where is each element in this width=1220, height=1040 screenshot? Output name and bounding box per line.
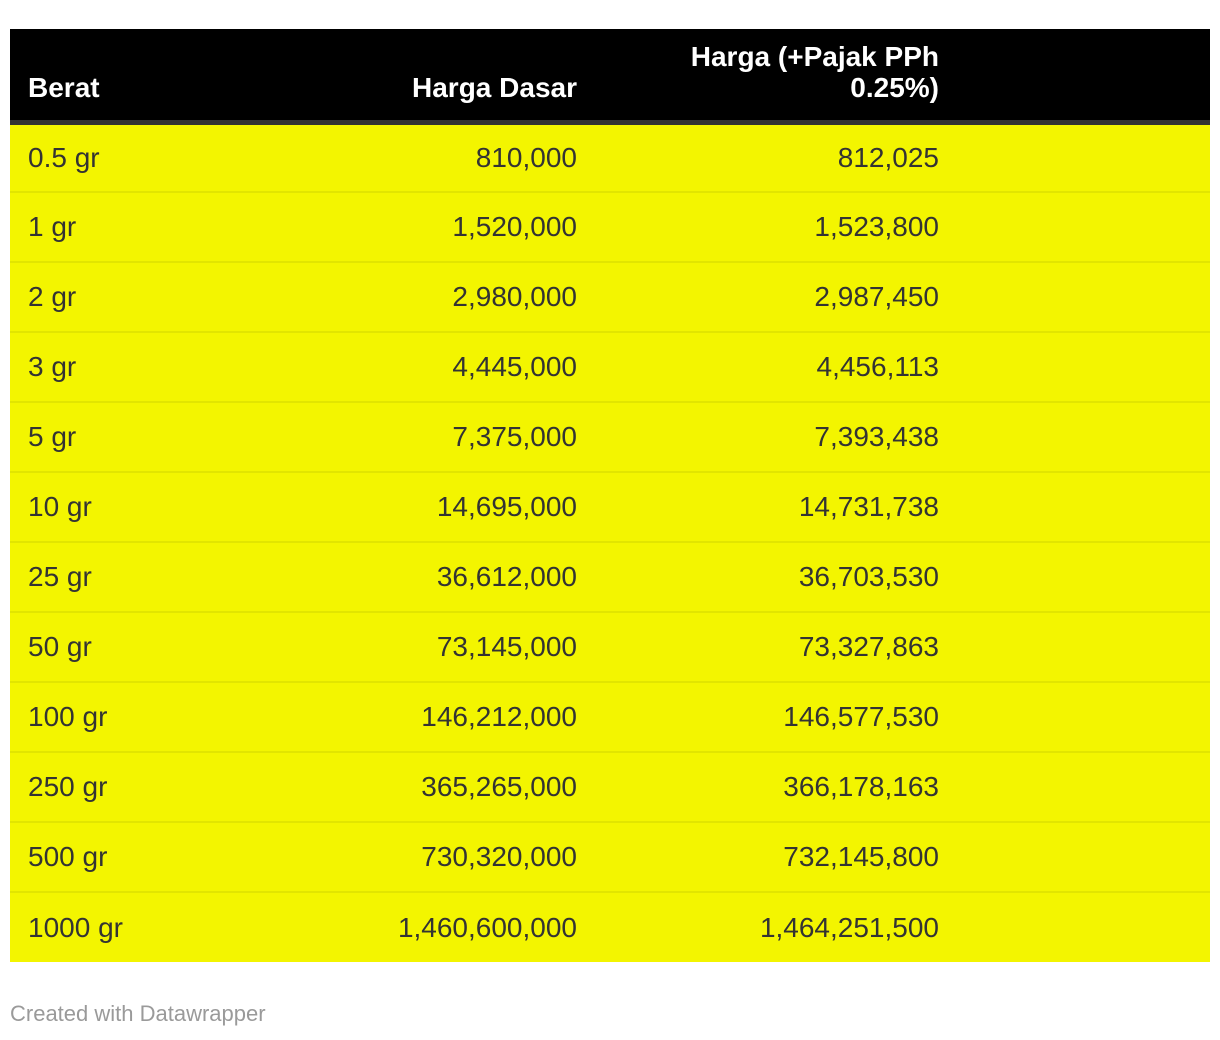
cell-harga-pajak: 732,145,800 xyxy=(577,821,939,892)
cell-harga-dasar: 7,375,000 xyxy=(260,401,577,472)
cell-filler xyxy=(939,331,1210,402)
table-row: 1 gr 1,520,000 1,523,800 xyxy=(10,191,1210,262)
cell-berat: 10 gr xyxy=(10,471,260,542)
column-header-filler xyxy=(939,29,1210,125)
table-row: 0.5 gr 810,000 812,025 xyxy=(10,122,1210,192)
column-header-harga-pajak: Harga (+Pajak PPh 0.25%) xyxy=(577,29,939,125)
table-row: 500 gr 730,320,000 732,145,800 xyxy=(10,821,1210,892)
cell-harga-dasar: 73,145,000 xyxy=(260,611,577,682)
cell-berat: 25 gr xyxy=(10,541,260,612)
cell-filler xyxy=(939,541,1210,612)
table-header: Berat Harga Dasar Harga (+Pajak PPh 0.25… xyxy=(10,29,1210,125)
table-row: 50 gr 73,145,000 73,327,863 xyxy=(10,611,1210,682)
cell-harga-dasar: 365,265,000 xyxy=(260,751,577,822)
cell-harga-dasar: 810,000 xyxy=(475,141,577,173)
cell-harga-pajak: 366,178,163 xyxy=(577,751,939,822)
table-row: 10 gr 14,695,000 14,731,738 xyxy=(10,471,1210,542)
cell-harga-pajak: 1,464,251,500 xyxy=(577,891,939,962)
cell-filler xyxy=(939,401,1210,472)
cell-berat: 2 gr xyxy=(10,261,260,332)
table-body: 0.5 gr 810,000 812,025 1 gr 1,520,000 1,523,8… xyxy=(10,122,1210,962)
cell-harga-pajak: 1,523,800 xyxy=(577,191,939,262)
cell-harga-dasar: 4,445,000 xyxy=(260,331,577,402)
column-header-berat: Berat xyxy=(10,29,260,125)
credit-text: Created with Datawrapper xyxy=(10,1001,266,1026)
cell-harga-dasar: 1,520,000 xyxy=(260,191,577,262)
column-header-harga-dasar: Harga Dasar xyxy=(260,29,577,125)
table-row: 1000 gr 1,460,600,000 1,464,251,500 xyxy=(10,891,1210,962)
price-table: Berat Harga Dasar Harga (+Pajak PPh 0.25… xyxy=(10,29,1210,962)
cell-filler xyxy=(939,471,1210,542)
header-row: Berat Harga Dasar Harga (+Pajak PPh 0.25… xyxy=(10,29,1210,125)
cell-harga-pajak: 73,327,863 xyxy=(577,611,939,682)
cell-berat: 0.5 gr xyxy=(28,141,100,173)
cell-harga-pajak: 4,456,113 xyxy=(577,331,939,402)
cell-berat: 5 gr xyxy=(10,401,260,472)
cell-filler xyxy=(939,122,1210,192)
cell-filler xyxy=(939,891,1210,962)
cell-harga-dasar: 2,980,000 xyxy=(260,261,577,332)
cell-filler xyxy=(939,681,1210,752)
cell-filler xyxy=(939,611,1210,682)
table-row: 25 gr 36,612,000 36,703,530 xyxy=(10,541,1210,612)
table-row: 250 gr 365,265,000 366,178,163 xyxy=(10,751,1210,822)
table-row: 3 gr 4,445,000 4,456,113 xyxy=(10,331,1210,402)
cell-filler xyxy=(939,261,1210,332)
cell-berat: 3 gr xyxy=(10,331,260,402)
cell-berat: 1000 gr xyxy=(10,891,260,962)
cell-harga-pajak: 36,703,530 xyxy=(577,541,939,612)
cell-harga-pajak: 7,393,438 xyxy=(577,401,939,472)
cell-berat: 100 gr xyxy=(10,681,260,752)
cell-berat: 50 gr xyxy=(10,611,260,682)
table-row: 5 gr 7,375,000 7,393,438 xyxy=(10,401,1210,472)
cell-harga-dasar: 1,460,600,000 xyxy=(260,891,577,962)
cell-filler xyxy=(939,191,1210,262)
cell-filler xyxy=(939,751,1210,822)
cell-berat: 500 gr xyxy=(10,821,260,892)
cell-harga-pajak: 2,987,450 xyxy=(577,261,939,332)
cell-harga-dasar: 730,320,000 xyxy=(260,821,577,892)
cell-harga-pajak: 14,731,738 xyxy=(577,471,939,542)
cell-berat: 250 gr xyxy=(10,751,260,822)
cell-harga-dasar: 14,695,000 xyxy=(260,471,577,542)
cell-berat: 1 gr xyxy=(10,191,260,262)
cell-filler xyxy=(939,821,1210,892)
cell-harga-dasar: 146,212,000 xyxy=(260,681,577,752)
table-row: 2 gr 2,980,000 2,987,450 xyxy=(10,261,1210,332)
cell-harga-pajak: 146,577,530 xyxy=(577,681,939,752)
cell-harga-dasar: 36,612,000 xyxy=(260,541,577,612)
table-row: 100 gr 146,212,000 146,577,530 xyxy=(10,681,1210,752)
cell-harga-pajak: 812,025 xyxy=(837,141,939,173)
credit-line: Created with Datawrapper xyxy=(10,1001,266,1027)
